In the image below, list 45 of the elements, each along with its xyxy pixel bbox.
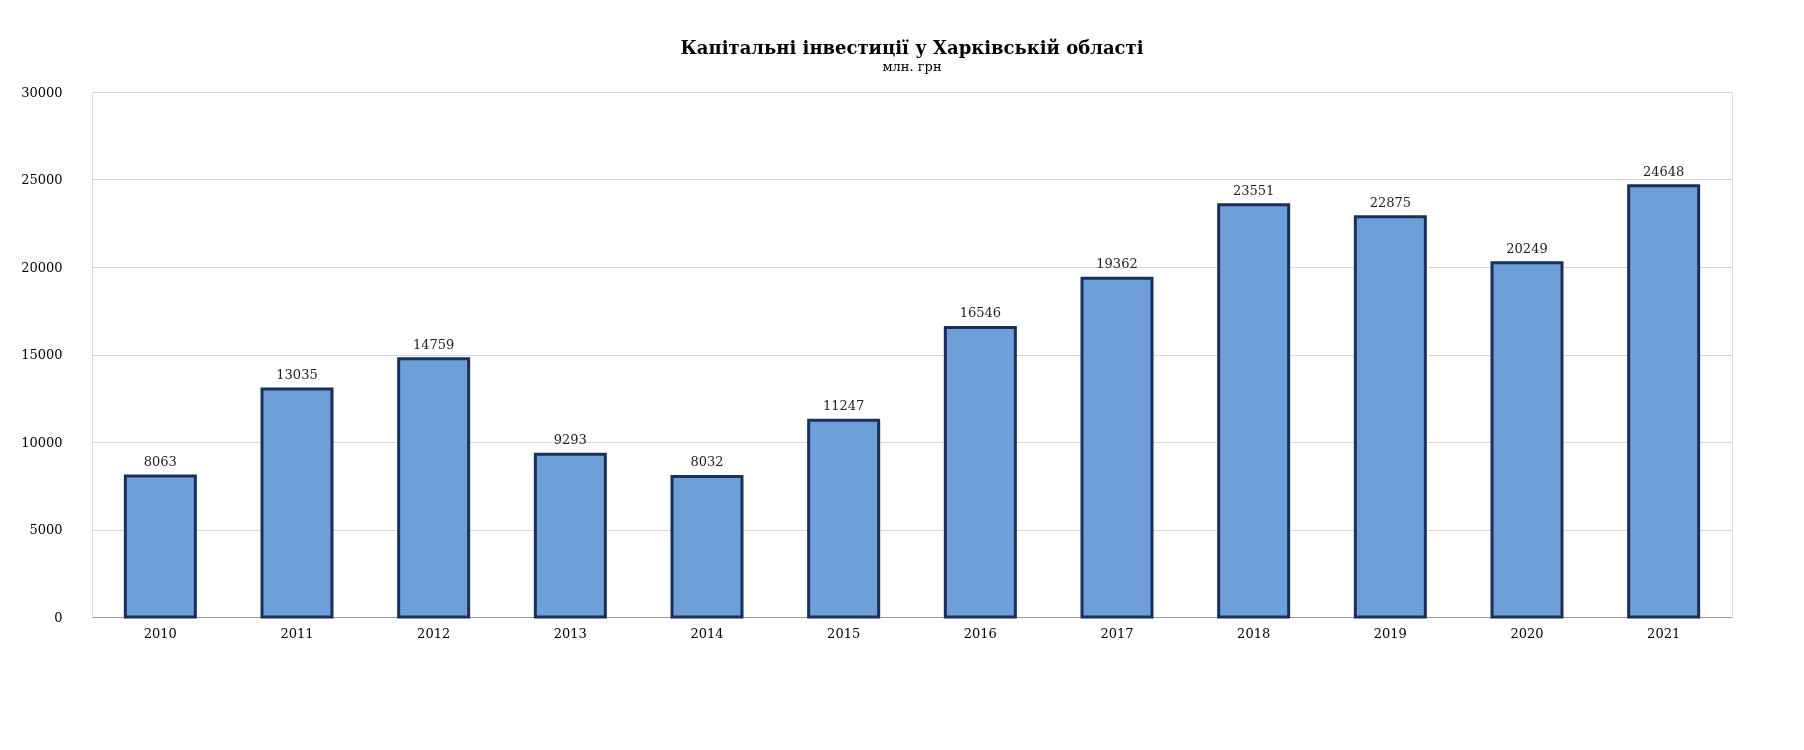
- x-tick-label: 2011: [280, 625, 314, 641]
- y-tick-label: 20000: [21, 259, 63, 275]
- x-tick-label: 2013: [553, 625, 587, 641]
- bar: [397, 357, 471, 619]
- bar: [1490, 261, 1564, 619]
- bar: [1627, 184, 1701, 619]
- data-label: 9293: [553, 432, 587, 448]
- bar: [807, 418, 881, 619]
- data-label: 8032: [690, 454, 724, 470]
- data-label: 20249: [1506, 240, 1548, 256]
- x-tick-label: 2015: [827, 625, 861, 641]
- x-tick-label: 2020: [1510, 625, 1544, 641]
- bar: [533, 452, 607, 619]
- x-tick-label: 2019: [1373, 625, 1407, 641]
- bar: [670, 474, 744, 619]
- x-tick-label: 2014: [690, 625, 724, 641]
- bar: [1217, 203, 1291, 619]
- bar: [123, 474, 197, 619]
- data-label: 19362: [1096, 256, 1138, 272]
- y-tick-label: 15000: [21, 347, 63, 362]
- y-tick-label: 25000: [21, 172, 63, 187]
- y-tick-label: 0: [54, 609, 63, 625]
- bar: [943, 325, 1017, 619]
- x-tick-label: 2017: [1100, 625, 1134, 641]
- bar: [1080, 276, 1154, 619]
- data-label: 14759: [412, 336, 455, 352]
- data-label: 11247: [822, 398, 865, 414]
- x-tick-label: 2012: [417, 625, 451, 641]
- x-tick-label: 2010: [143, 625, 177, 641]
- chart-title: Капітальні інвестиції у Харківській області: [680, 37, 1144, 58]
- y-tick-label: 30000: [21, 84, 63, 100]
- data-label: 8063: [143, 453, 177, 469]
- x-tick-label: 2018: [1237, 625, 1271, 641]
- data-label: 13035: [276, 366, 318, 382]
- bar: [1353, 215, 1427, 619]
- data-label: 24648: [1642, 163, 1685, 179]
- chart-subtitle: млн. грн: [882, 59, 942, 74]
- data-label: 16546: [959, 305, 1002, 321]
- x-tick-label: 2021: [1647, 625, 1681, 641]
- x-tick-label: 2016: [963, 625, 997, 641]
- data-label: 23551: [1232, 182, 1275, 198]
- y-tick-label: 10000: [21, 434, 63, 450]
- bar: [260, 387, 334, 619]
- data-label: 22875: [1369, 194, 1412, 210]
- y-tick-label: 5000: [29, 522, 63, 537]
